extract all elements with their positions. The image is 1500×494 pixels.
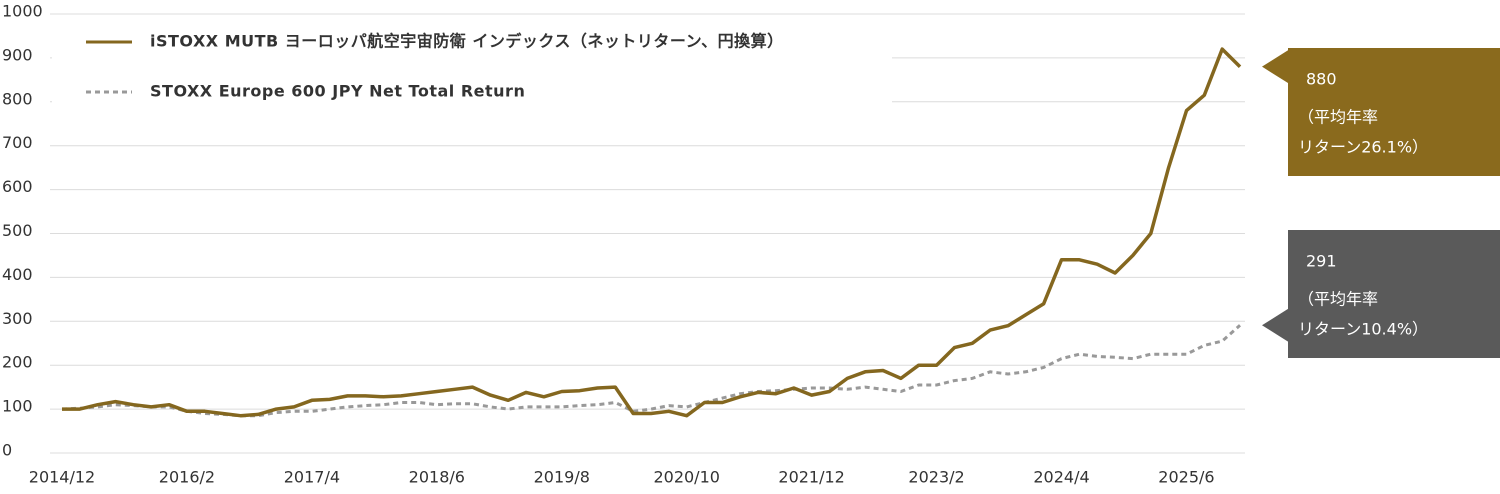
callout-pointer (1262, 49, 1289, 84)
y-tick-label: 400 (2, 265, 33, 284)
callout-note: （平均年率 (1298, 108, 1378, 127)
x-tick-label: 2024/4 (1033, 468, 1089, 487)
callout-pointer (1262, 308, 1289, 343)
callout-box (1288, 48, 1500, 176)
x-tick-label: 2017/4 (284, 468, 340, 487)
y-tick-label: 1000 (2, 2, 43, 21)
x-tick-label: 2018/6 (409, 468, 465, 487)
callout-value: 880 (1306, 70, 1337, 89)
data-line (61, 324, 1241, 418)
x-tick-label: 2025/6 (1158, 468, 1214, 487)
legend-background (52, 18, 892, 118)
x-tick-label: 2014/12 (29, 468, 95, 487)
callout-note: リターン10.4%） (1298, 320, 1428, 339)
x-tick-label: 2021/12 (778, 468, 844, 487)
callout-note: （平均年率 (1298, 290, 1378, 309)
y-tick-label: 700 (2, 133, 33, 152)
y-tick-label: 300 (2, 309, 33, 328)
y-tick-label: 200 (2, 353, 33, 372)
x-tick-label: 2020/10 (653, 468, 719, 487)
legend-label: iSTOXX MUTB ヨーロッパ航空宇宙防衛 インデックス（ネットリターン、円… (150, 32, 784, 51)
callout-note: リターン26.1%） (1298, 138, 1428, 157)
x-tick-label: 2019/8 (534, 468, 590, 487)
x-tick-label: 2016/2 (159, 468, 215, 487)
y-tick-label: 900 (2, 45, 33, 64)
y-tick-label: 100 (2, 397, 33, 416)
callout-box (1288, 230, 1500, 358)
y-tick-label: 600 (2, 177, 33, 196)
legend-label: STOXX Europe 600 JPY Net Total Return (150, 82, 525, 101)
x-tick-label: 2023/2 (908, 468, 964, 487)
y-tick-label: 500 (2, 221, 33, 240)
data-line (62, 47, 1242, 418)
y-tick-label: 0 (2, 441, 12, 460)
y-tick-label: 800 (2, 89, 33, 108)
callout-value: 291 (1306, 252, 1337, 271)
